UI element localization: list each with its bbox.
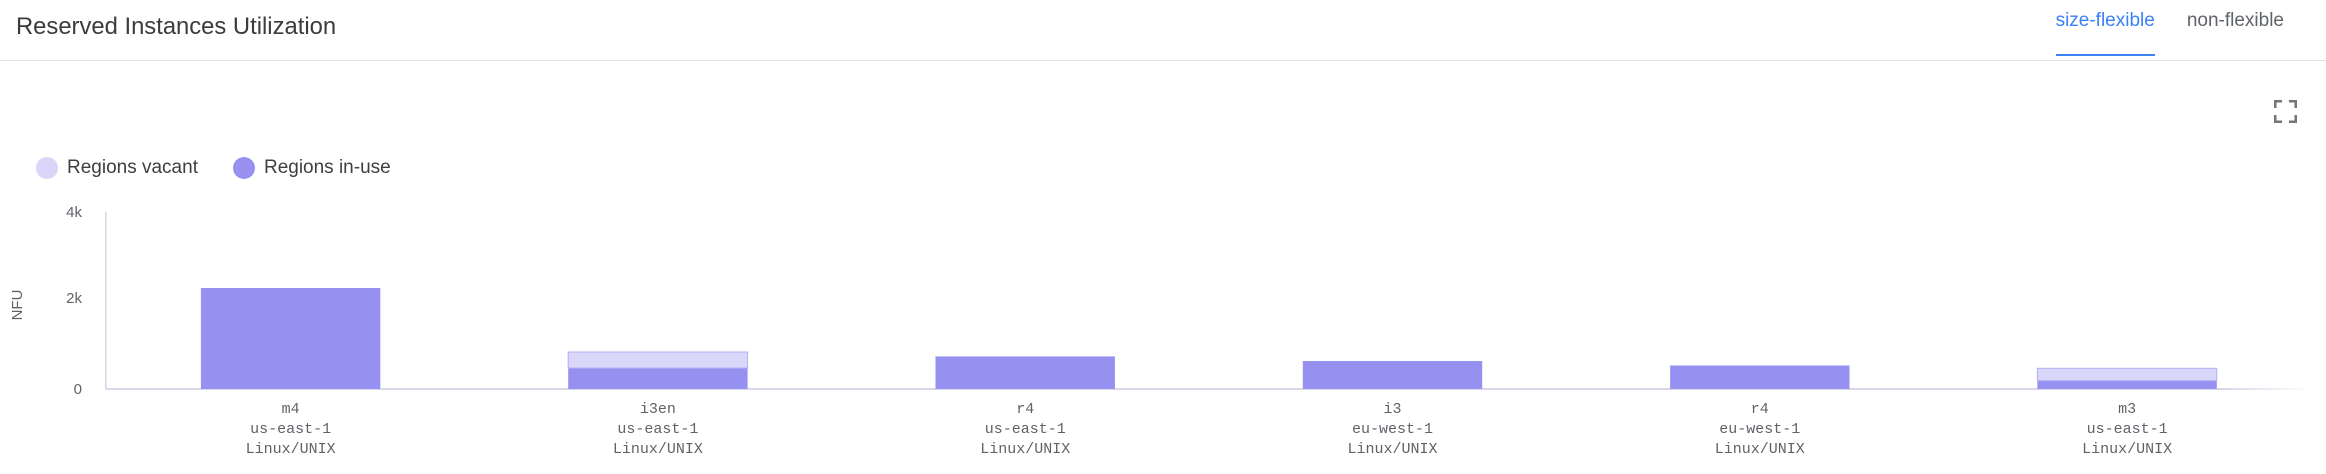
svg-text:Linux/UNIX: Linux/UNIX [1347,441,1437,458]
svg-text:Linux/UNIX: Linux/UNIX [2082,441,2172,458]
svg-text:4k: 4k [66,204,82,221]
svg-text:r4: r4 [1016,401,1034,418]
svg-text:0: 0 [74,381,82,398]
svg-text:r4: r4 [1751,401,1769,418]
svg-text:Linux/UNIX: Linux/UNIX [980,441,1070,458]
svg-text:us-east-1: us-east-1 [2087,421,2168,438]
svg-text:Linux/UNIX: Linux/UNIX [246,441,336,458]
svg-text:NFU: NFU [9,290,26,321]
svg-text:2k: 2k [66,290,82,307]
svg-text:eu-west-1: eu-west-1 [1719,421,1800,438]
svg-text:i3en: i3en [640,401,676,418]
svg-text:us-east-1: us-east-1 [617,421,698,438]
svg-text:Linux/UNIX: Linux/UNIX [613,441,703,458]
svg-text:m3: m3 [2118,401,2136,418]
svg-text:us-east-1: us-east-1 [985,421,1066,438]
svg-text:i3: i3 [1383,401,1401,418]
svg-text:eu-west-1: eu-west-1 [1352,421,1433,438]
svg-text:Linux/UNIX: Linux/UNIX [1715,441,1805,458]
svg-text:us-east-1: us-east-1 [250,421,331,438]
svg-text:m4: m4 [282,401,300,418]
